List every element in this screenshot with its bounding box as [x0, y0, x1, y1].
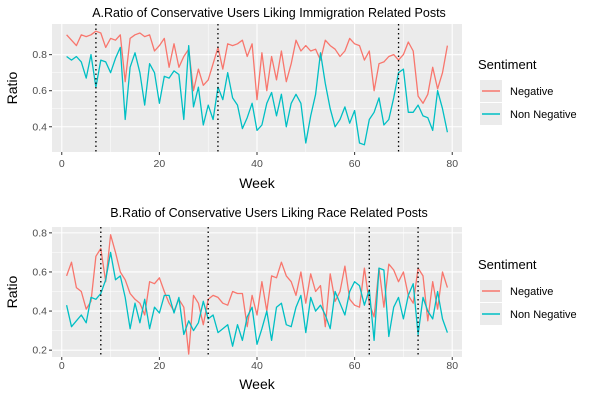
legend: Sentiment Negative Non Negative	[478, 257, 577, 325]
legend-label: Non Negative	[510, 309, 577, 321]
y-axis-title: Ratio	[4, 71, 20, 104]
legend: Sentiment Negative Non Negative	[478, 57, 577, 125]
series-line-non-negative	[65, 251, 449, 347]
y-tick-label: 0.6	[32, 266, 47, 278]
series-line-negative	[65, 234, 449, 355]
legend-title: Sentiment	[478, 257, 537, 272]
x-tick-label: 80	[446, 360, 458, 372]
x-tick-label: 60	[349, 158, 361, 170]
y-tick-label: 0.8	[32, 49, 47, 61]
legend-label: Non Negative	[510, 109, 577, 121]
y-tick-label: 0.4	[32, 121, 47, 133]
x-axis-title: Week	[239, 376, 276, 392]
legend-label: Negative	[510, 286, 553, 298]
x-tick-label: 20	[154, 360, 166, 372]
series-line-negative	[66, 30, 449, 104]
chart-panel-b: B.Ratio of Conservative Users Liking Rac…	[4, 206, 577, 392]
chart-panel-a: A.Ratio of Conservative Users Liking Imm…	[4, 6, 577, 191]
x-tick-label: 40	[251, 158, 263, 170]
y-tick-label: 0.8	[32, 227, 47, 239]
chart-title: A.Ratio of Conservative Users Liking Imm…	[92, 6, 446, 20]
legend-label: Negative	[510, 86, 553, 98]
chart-title: B.Ratio of Conservative Users Liking Rac…	[110, 206, 428, 220]
x-axis-title: Week	[239, 175, 276, 191]
x-tick-label: 60	[349, 360, 361, 372]
y-tick-label: 0.2	[32, 345, 47, 357]
series-line-non-negative	[66, 44, 449, 146]
x-tick-label: 0	[59, 360, 65, 372]
x-tick-label: 0	[59, 158, 65, 170]
x-tick-label: 80	[446, 158, 458, 170]
x-tick-label: 40	[251, 360, 263, 372]
y-tick-label: 0.4	[32, 306, 47, 318]
legend-title: Sentiment	[478, 57, 537, 72]
y-axis-title: Ratio	[4, 275, 20, 308]
y-tick-label: 0.6	[32, 85, 47, 97]
x-tick-label: 20	[154, 158, 166, 170]
